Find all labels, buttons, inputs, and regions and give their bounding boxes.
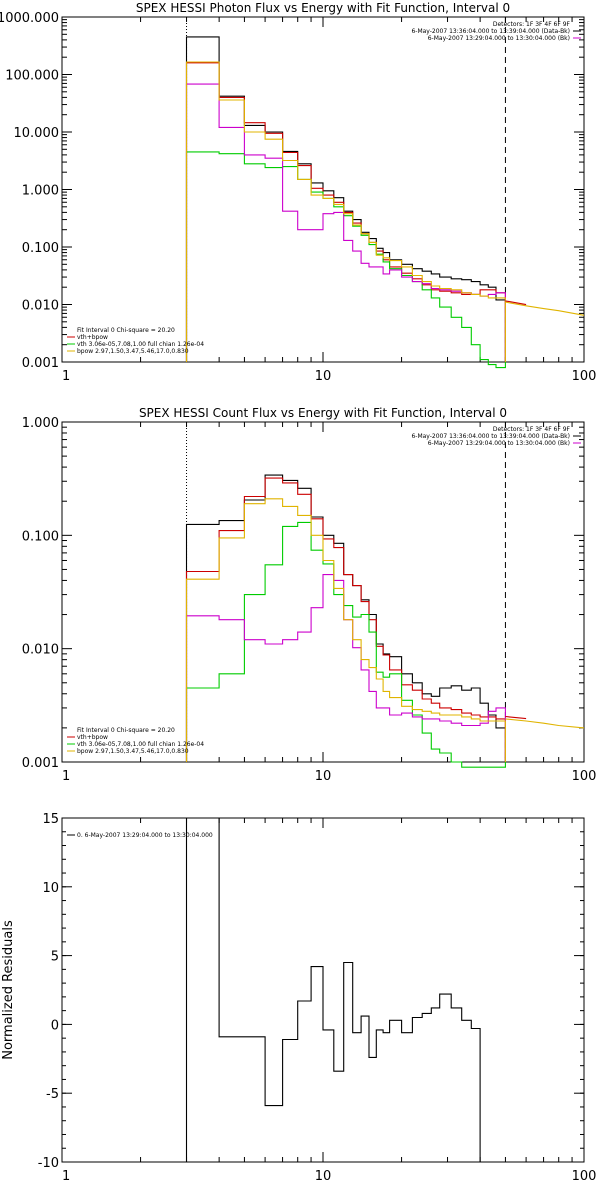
x-tick-label: 10	[315, 1169, 332, 1184]
header-line: 6-May-2007 13:29:04.000 to 13:30:04.000 …	[428, 35, 570, 42]
x-tick-label: 100	[572, 769, 597, 784]
legend-entry: 0. 6-May-2007 13:29:04.000 to 13:30:04.0…	[77, 832, 213, 839]
legend-entry: vth 3.06e-05,7.08,1.00 full chian 1.26e-…	[77, 741, 204, 748]
y-tick-label: 5	[51, 950, 59, 965]
y-tick-label: 1000.000	[0, 11, 59, 26]
series-powerlaw-extension	[505, 718, 585, 729]
x-tick-label: 100	[572, 369, 597, 384]
legend-entry: Fit Interval 0 Chi-square = 20.20	[77, 327, 175, 334]
y-tick-label: 0.010	[22, 299, 59, 314]
x-tick-label: 10	[315, 369, 332, 384]
header-line: Detectors: 1F 3F 4F 6F 9F	[493, 21, 571, 28]
series-powerlaw-extension	[505, 301, 585, 316]
series-bpow-line	[185, 574, 506, 762]
header-line: Detectors: 1F 3F 4F 6F 9F	[493, 426, 571, 433]
y-tick-label: 0.001	[22, 356, 59, 371]
x-tick-label: 1	[62, 769, 70, 784]
y-tick-label: 1.000	[22, 184, 59, 199]
chart-panel-1: SPEX HESSI Photon Flux vs Energy with Fi…	[0, 1, 596, 384]
series-powerlaw-line	[185, 498, 506, 762]
y-tick-label: 0.001	[22, 756, 59, 771]
y-tick-label: 1.000	[22, 416, 59, 431]
chart-title: SPEX HESSI Count Flux vs Energy with Fit…	[139, 406, 507, 420]
series-data-line	[185, 36, 506, 362]
legend-entry: bpow 2.97,1.50,3.47,5.46,17.0,0.830	[77, 748, 189, 755]
legend-entry: vth+bpow	[77, 334, 108, 341]
legend-entry: vth 3.06e-05,7.08,1.00 full chian 1.26e-…	[77, 341, 204, 348]
legend-entry: Fit Interval 0 Chi-square = 20.20	[77, 727, 175, 734]
y-axis-label: Normalized Residuals	[1, 920, 16, 1060]
chart-panel-2: SPEX HESSI Count Flux vs Energy with Fit…	[22, 406, 597, 784]
x-tick-label: 1	[62, 369, 70, 384]
series-bpow-line	[185, 83, 506, 362]
chart-title: SPEX HESSI Photon Flux vs Energy with Fi…	[136, 1, 510, 15]
chart-panel-3: 1 10 100 -10 -5 0 5 10 15 Normalized Residuals 0. …	[1, 812, 596, 1184]
series-total-extension	[505, 300, 527, 306]
series-total-extension	[505, 715, 527, 720]
y-tick-label: 10	[42, 881, 59, 896]
series-data-line	[185, 817, 481, 1162]
x-tick-label: 1	[62, 1169, 70, 1184]
x-tick-label: 10	[315, 769, 332, 784]
legend-entry: vth+bpow	[77, 734, 108, 741]
y-tick-label: 0.100	[22, 241, 59, 256]
header-line: 6-May-2007 13:36:04.000 to 13:39:04.000 …	[411, 28, 570, 35]
y-tick-label: 10.000	[14, 126, 60, 141]
legend-entry: bpow 2.97,1.50,3.47,5.46,17.0,0.830	[77, 348, 189, 355]
header-line: 6-May-2007 13:36:04.000 to 13:39:04.000 …	[411, 433, 570, 440]
y-tick-label: -5	[46, 1087, 59, 1102]
y-tick-label: 15	[42, 812, 59, 827]
x-tick-label: 100	[572, 1169, 597, 1184]
y-tick-label: 0.010	[22, 643, 59, 658]
y-tick-label: -10	[38, 1156, 59, 1171]
y-tick-label: 0	[51, 1018, 59, 1033]
series-data-line	[185, 474, 506, 762]
series-thermal-line	[185, 521, 506, 768]
series-thermal-line	[185, 151, 506, 369]
y-tick-label: 0.100	[22, 529, 59, 544]
y-tick-label: 100.000	[5, 69, 59, 84]
series-powerlaw-line	[185, 61, 506, 362]
header-line: 6-May-2007 13:29:04.000 to 13:30:04.000 …	[428, 440, 570, 447]
